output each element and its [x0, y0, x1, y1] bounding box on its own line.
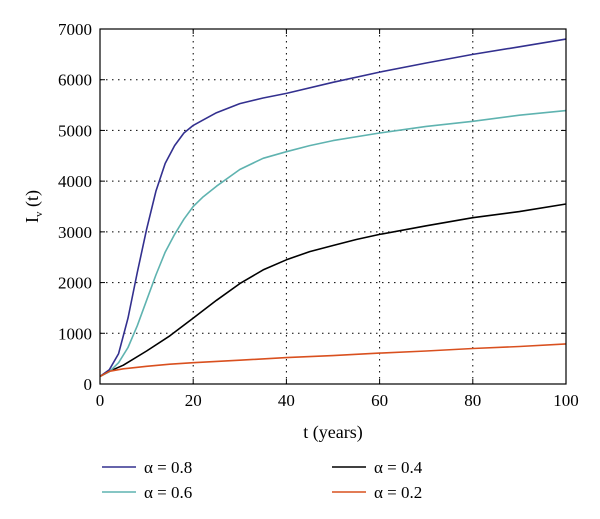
y-tick-label: 1000 [58, 324, 92, 343]
x-tick-label: 20 [185, 391, 202, 410]
y-axis-label-main: I [22, 217, 42, 223]
ticks [99, 28, 567, 385]
series-line-3 [99, 343, 567, 378]
y-axis-label-suffix: (t) [22, 190, 43, 212]
series-line-2 [99, 109, 567, 378]
x-tick-label: 60 [371, 391, 388, 410]
y-tick-label: 7000 [58, 20, 92, 39]
y-tick-label: 4000 [58, 172, 92, 191]
legend-label: α = 0.2 [374, 483, 422, 502]
y-axis-label-subscript: v [33, 211, 45, 217]
x-tick-label: 0 [96, 391, 105, 410]
plot-frame [99, 28, 567, 385]
tick-labels: 0 20 40 60 80 1000100020003000400050006000700… [58, 20, 579, 410]
y-tick-label: 6000 [58, 71, 92, 90]
series-line-0 [99, 38, 567, 378]
y-tick-label: 5000 [58, 121, 92, 140]
y-tick-label: 2000 [58, 274, 92, 293]
series-line-1 [99, 203, 567, 378]
series-group [99, 38, 567, 378]
legend-label: α = 0.6 [144, 483, 192, 502]
legend-label: α = 0.4 [374, 458, 423, 477]
legend-label: α = 0.8 [144, 458, 192, 477]
x-tick-label: 100 [553, 391, 579, 410]
x-tick-label: 40 [278, 391, 295, 410]
legend: α = 0.8 α = 0.4 α = 0.6 α = 0.2 [102, 458, 423, 502]
y-axis-label: Iv (t) [22, 190, 45, 223]
y-tick-label: 0 [84, 375, 93, 394]
y-tick-label: 3000 [58, 223, 92, 242]
x-axis-label: t (years) [303, 422, 362, 443]
x-tick-label: 80 [464, 391, 481, 410]
